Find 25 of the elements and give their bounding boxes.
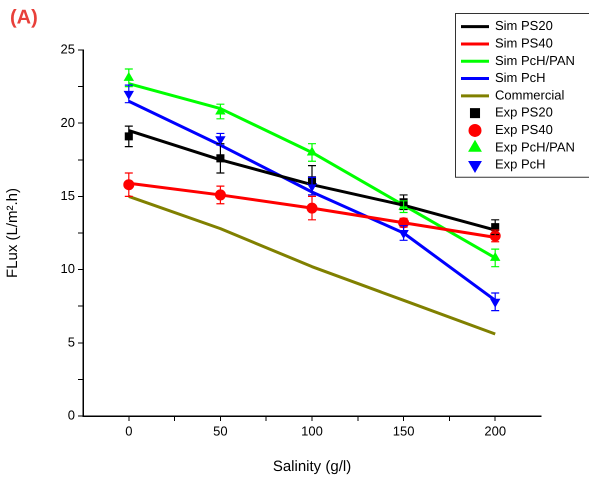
y-tick-label: 25 [60, 42, 75, 57]
x-tick-label: 50 [213, 423, 228, 438]
legend-label: Exp PS40 [495, 122, 553, 138]
legend-label: Sim PcH [495, 70, 546, 86]
legend-label: Exp PcH/PAN [495, 139, 575, 154]
legend-label: Sim PS40 [495, 36, 553, 51]
point [214, 189, 226, 200]
y-tick-label: 15 [60, 188, 75, 203]
legend-label: Commercial [495, 87, 564, 102]
legend-label: Exp PcH [495, 156, 546, 172]
x-tick-label: 200 [484, 423, 506, 438]
chart-title: (A) [10, 6, 38, 29]
legend-label: Exp PS20 [495, 104, 553, 120]
x-tick-label: 150 [392, 423, 414, 438]
y-tick-label: 5 [68, 334, 75, 350]
y-axis-title: FLux (L/m².h) [4, 188, 22, 278]
y-tick-label: 10 [60, 261, 75, 276]
y-tick-label: 20 [60, 114, 75, 130]
point [306, 202, 318, 214]
x-tick-label: 0 [125, 423, 132, 438]
legend-label: Sim PS20 [495, 18, 553, 34]
x-axis-title: Salinity (g/l) [272, 458, 352, 476]
y-tick-label: 0 [68, 408, 75, 423]
legend-label: Sim PcH/PAN [495, 52, 575, 68]
x-tick-label: 100 [301, 423, 323, 438]
